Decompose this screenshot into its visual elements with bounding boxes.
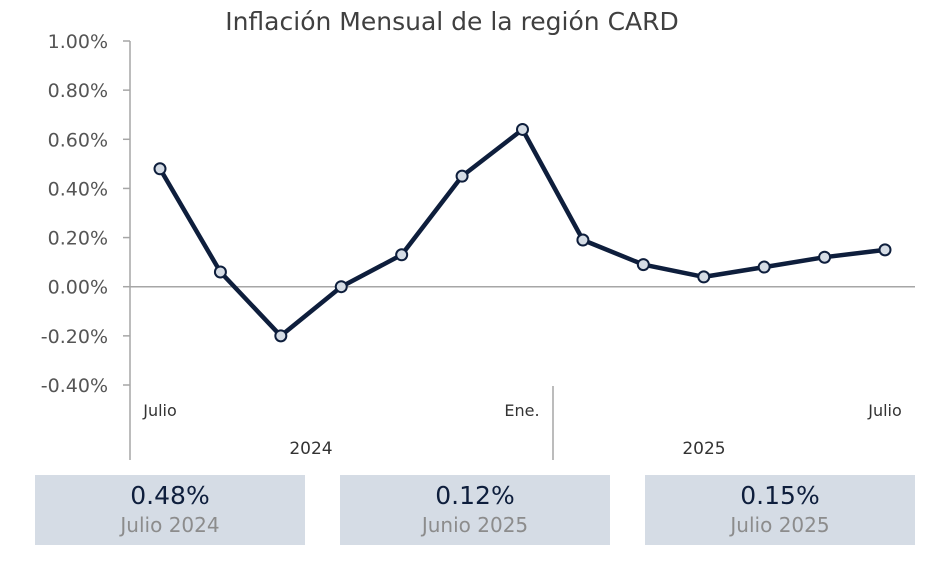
x-tick-label: Ene. — [504, 401, 539, 420]
summary-card-2: 0.12% Junio 2025 — [340, 475, 610, 545]
data-point — [516, 122, 529, 136]
data-point — [395, 248, 409, 262]
y-tick-label: 0.00% — [48, 277, 108, 299]
data-point — [697, 270, 711, 284]
summary-card-value: 0.48% — [130, 481, 210, 510]
data-point — [576, 233, 590, 247]
y-tick-label: 0.60% — [48, 129, 108, 151]
summary-card-1: 0.48% Julio 2024 — [35, 475, 305, 545]
chart-title: Inflación Mensual de la región CARD — [225, 7, 679, 36]
y-tick-label: 0.80% — [48, 80, 108, 102]
summary-card-3: 0.15% Julio 2025 — [645, 475, 915, 545]
x-axis: Julio Ene. Julio 2024 2025 — [130, 285, 915, 460]
data-point — [153, 162, 167, 176]
data-point — [757, 260, 771, 274]
y-tick-label: 0.20% — [48, 228, 108, 250]
y-tick-label: -0.20% — [41, 326, 108, 348]
year-label: 2024 — [289, 439, 332, 459]
series-line — [157, 127, 888, 339]
data-point — [636, 258, 650, 272]
y-tick-label: 0.40% — [48, 178, 108, 200]
data-point — [818, 250, 832, 264]
summary-cards: 0.48% Julio 2024 0.12% Junio 2025 0.15% … — [0, 475, 940, 545]
summary-card-label: Julio 2025 — [730, 513, 830, 537]
x-tick-label: Julio — [867, 401, 902, 420]
year-label: 2025 — [682, 439, 725, 459]
data-point — [878, 243, 892, 257]
y-tick-label: -0.40% — [41, 375, 108, 397]
y-axis: 1.00% 0.80% 0.60% 0.40% 0.20% 0.00% -0.20% -0.4… — [41, 31, 131, 460]
series-inflation — [153, 122, 892, 343]
x-tick-label: Julio — [142, 401, 177, 420]
data-point — [213, 265, 227, 279]
data-point — [455, 169, 469, 183]
summary-card-label: Junio 2025 — [421, 513, 529, 537]
data-point — [334, 280, 348, 294]
summary-card-label: Julio 2024 — [120, 513, 220, 537]
summary-card-value: 0.12% — [435, 481, 515, 510]
summary-card-value: 0.15% — [740, 481, 820, 510]
line-chart: Inflación Mensual de la región CARD 1.00… — [41, 7, 915, 460]
data-point — [274, 329, 288, 343]
y-tick-label: 1.00% — [48, 31, 108, 53]
